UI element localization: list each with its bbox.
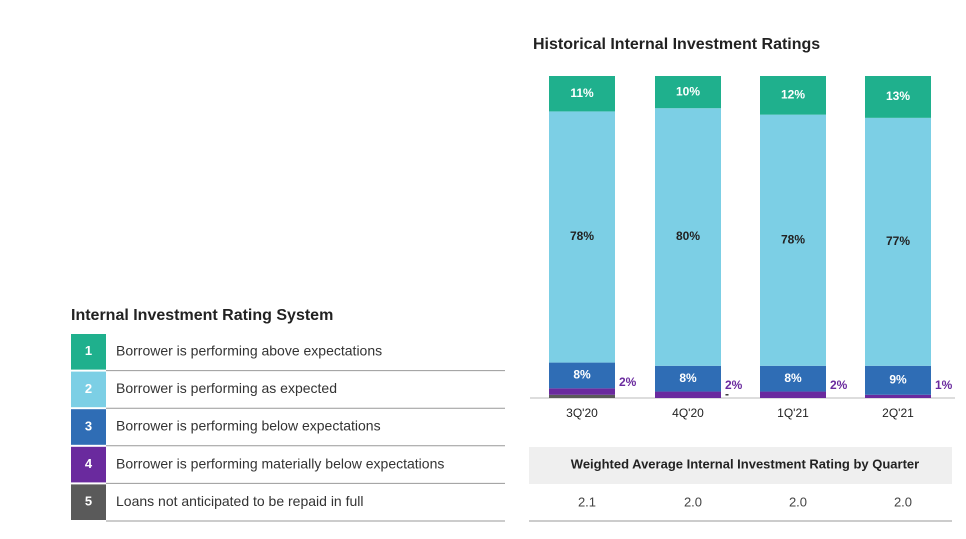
value-label: 1% (935, 378, 953, 392)
value-label: 10% (676, 84, 700, 98)
value-label: 8% (573, 368, 591, 382)
table-cell: 2.0 (894, 494, 912, 509)
legend-description: Borrower is performing materially below … (116, 455, 444, 471)
value-label: 12% (781, 87, 805, 101)
value-label: 9% (889, 372, 907, 386)
legend-number: 5 (85, 494, 92, 509)
table-cell: 2.0 (684, 494, 702, 509)
bar-segment (865, 394, 931, 398)
legend-number: 1 (85, 343, 92, 358)
value-label: 2% (725, 378, 743, 392)
bar-segment (655, 76, 721, 109)
legend-swatch (71, 484, 106, 520)
table-header-band (529, 447, 952, 484)
bar-segment (549, 388, 615, 395)
x-tick-label: 3Q'20 (566, 406, 598, 420)
value-label: 13% (886, 89, 910, 103)
legend-swatch (71, 409, 106, 445)
chart-title: Historical Internal Investment Ratings (533, 36, 820, 53)
value-label: 2% (830, 378, 848, 392)
bar-segment (655, 365, 721, 392)
bar-segment (760, 114, 826, 366)
table-cell: 2.1 (578, 494, 596, 509)
legend-description: Loans not anticipated to be repaid in fu… (116, 493, 364, 509)
legend-swatch (71, 371, 106, 408)
legend-swatch (71, 446, 106, 483)
bar-segment (655, 391, 721, 398)
legend-swatch (71, 334, 106, 370)
x-tick-label: 1Q'21 (777, 406, 809, 420)
table-title: Weighted Average Internal Investment Rat… (571, 456, 919, 471)
bar-segment (549, 111, 615, 363)
legend-description: Borrower is performing as expected (116, 380, 337, 396)
value-label: 8% (679, 371, 697, 385)
bar-segment (655, 108, 721, 366)
value-label: - (725, 387, 729, 401)
value-label: 8% (784, 371, 802, 385)
value-label: 80% (676, 229, 700, 243)
value-label: 2% (619, 375, 637, 389)
bar-segment (865, 76, 931, 118)
legend-number: 3 (85, 418, 92, 433)
value-label: 11% (570, 86, 594, 100)
bar-segment (865, 117, 931, 366)
table-cell: 2.0 (789, 494, 807, 509)
bar-segment (760, 365, 826, 392)
bar-segment (760, 391, 826, 398)
legend-number: 4 (85, 456, 93, 471)
bar-segment (549, 362, 615, 389)
bar-segment (549, 394, 615, 398)
legend-number: 2 (85, 381, 92, 396)
legend-description: Borrower is performing below expectation… (116, 418, 381, 434)
legend-description: Borrower is performing above expectation… (116, 343, 382, 359)
bar-segment (865, 365, 931, 395)
value-label: 78% (570, 229, 594, 243)
value-label: 77% (886, 234, 910, 248)
x-tick-label: 4Q'20 (672, 406, 704, 420)
bar-segment (549, 76, 615, 112)
bar-segment (760, 76, 826, 115)
x-tick-label: 2Q'21 (882, 406, 914, 420)
legend-title: Internal Investment Rating System (71, 307, 333, 324)
value-label: 78% (781, 232, 805, 246)
